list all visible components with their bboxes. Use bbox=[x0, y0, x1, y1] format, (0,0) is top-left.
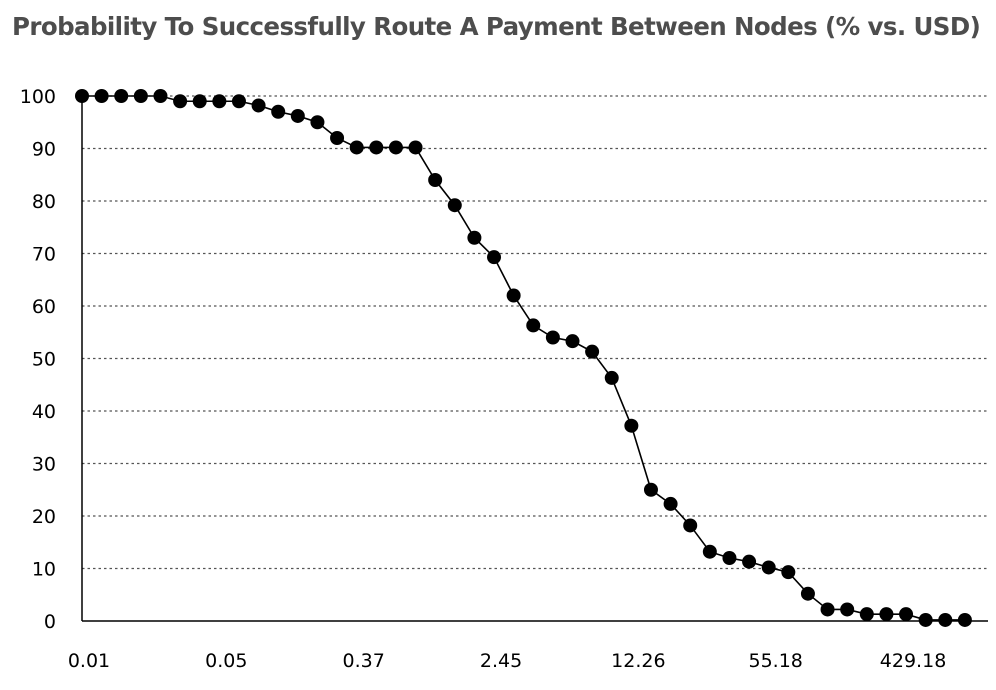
data-point bbox=[94, 89, 109, 103]
data-point bbox=[918, 612, 933, 627]
data-point bbox=[153, 89, 168, 103]
x-tick-label: 0.01 bbox=[68, 650, 110, 672]
data-point bbox=[506, 288, 521, 303]
data-point bbox=[859, 607, 874, 622]
data-point bbox=[369, 140, 384, 155]
data-point bbox=[75, 89, 89, 103]
data-point bbox=[231, 94, 246, 109]
data-point bbox=[624, 418, 639, 433]
data-point bbox=[663, 496, 678, 511]
data-point bbox=[330, 131, 345, 145]
data-point bbox=[781, 565, 796, 580]
y-tick-label: 100 bbox=[20, 86, 56, 108]
y-tick-label: 90 bbox=[32, 139, 56, 161]
data-point bbox=[565, 334, 580, 349]
y-tick-label: 30 bbox=[32, 454, 56, 476]
data-point bbox=[428, 173, 443, 187]
data-point bbox=[742, 554, 757, 569]
x-tick-label: 0.37 bbox=[343, 650, 385, 672]
data-point bbox=[114, 89, 129, 103]
y-tick-label: 20 bbox=[32, 506, 56, 528]
data-point bbox=[192, 94, 207, 109]
data-point bbox=[271, 104, 286, 119]
x-axis: 0.01 0.05 0.37 2.45 12.26 55.18 429.18 bbox=[68, 620, 988, 672]
y-tick-label: 0 bbox=[44, 611, 56, 633]
data-point bbox=[840, 602, 855, 617]
data-point bbox=[487, 250, 502, 265]
data-point bbox=[173, 94, 188, 109]
series-line bbox=[82, 95, 965, 621]
data-point bbox=[604, 370, 619, 385]
chart-title: Probability To Successfully Route A Paym… bbox=[12, 12, 981, 41]
data-point bbox=[467, 230, 482, 245]
y-tick-label: 60 bbox=[32, 296, 56, 318]
data-point bbox=[820, 602, 835, 617]
y-tick-label: 50 bbox=[32, 349, 56, 371]
data-point bbox=[702, 544, 717, 559]
data-point bbox=[938, 612, 953, 627]
data-point bbox=[899, 607, 914, 622]
grid-lines bbox=[82, 95, 988, 570]
data-point bbox=[408, 140, 423, 155]
data-point bbox=[388, 140, 403, 155]
data-point bbox=[761, 560, 776, 575]
x-tick-label: 12.26 bbox=[611, 650, 665, 672]
data-point bbox=[212, 94, 227, 109]
y-axis: 0 10 20 30 40 50 60 70 80 90 100 bbox=[20, 86, 83, 633]
data-point bbox=[879, 607, 894, 622]
y-tick-label: 70 bbox=[32, 244, 56, 266]
series bbox=[75, 89, 972, 627]
x-tick-label: 429.18 bbox=[880, 650, 946, 672]
x-tick-label: 2.45 bbox=[480, 650, 522, 672]
data-point bbox=[133, 89, 148, 103]
data-point bbox=[310, 115, 325, 130]
data-point bbox=[251, 98, 266, 113]
data-point bbox=[447, 198, 462, 213]
x-tick-label: 55.18 bbox=[748, 650, 802, 672]
y-tick-label: 40 bbox=[32, 401, 56, 423]
y-tick-label: 80 bbox=[32, 191, 56, 213]
data-point bbox=[722, 551, 737, 565]
data-point bbox=[526, 318, 541, 333]
data-point bbox=[585, 344, 600, 359]
y-tick-label: 10 bbox=[32, 559, 56, 581]
data-point bbox=[643, 482, 658, 497]
data-point bbox=[957, 612, 972, 627]
data-point bbox=[800, 586, 815, 601]
data-point bbox=[290, 108, 305, 123]
data-point bbox=[545, 330, 560, 345]
x-tick-label: 0.05 bbox=[205, 650, 247, 672]
data-point bbox=[683, 518, 698, 533]
data-point bbox=[349, 140, 364, 155]
